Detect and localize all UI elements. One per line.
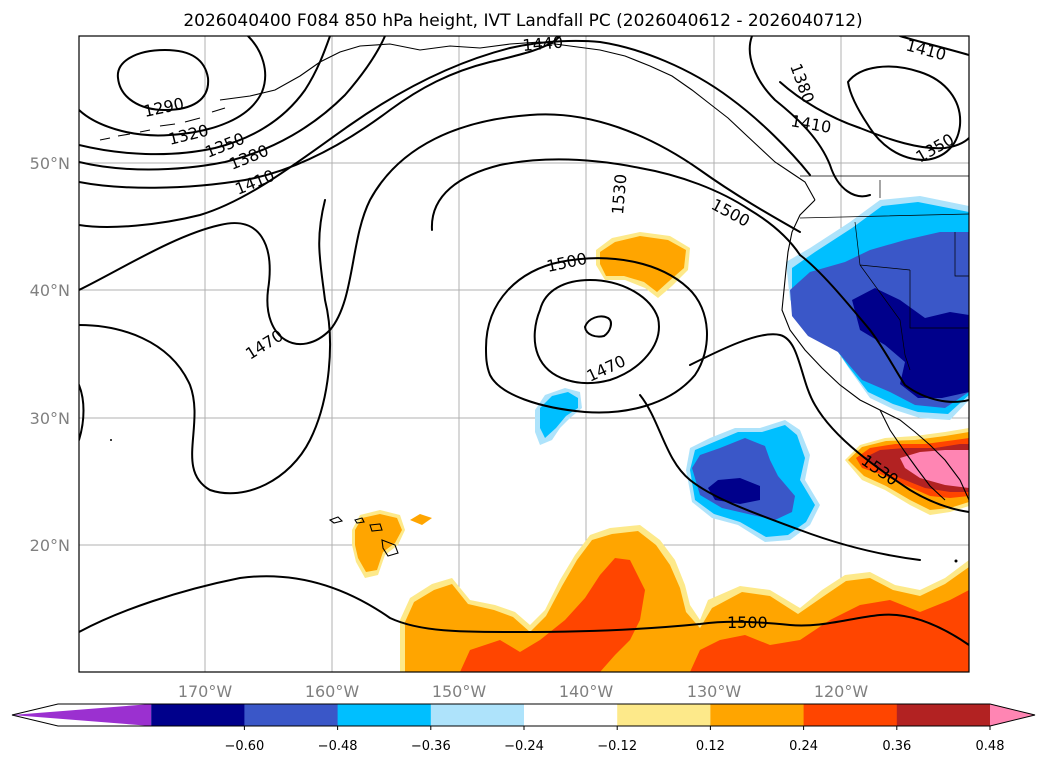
- lon-label-150w: 150°W: [432, 682, 487, 701]
- colorbar-tick-label: 0.36: [882, 739, 911, 754]
- map-frame: [78, 35, 970, 673]
- lon-label-140w: 140°W: [559, 682, 614, 701]
- contour-1530b: [689, 333, 969, 513]
- colorbar-extend-high: [990, 704, 1035, 726]
- colorbar-segment: [617, 704, 711, 726]
- lon-label-120w: 120°W: [814, 682, 869, 701]
- coastlines: [99, 41, 969, 563]
- colorbar-segments: [12, 704, 1035, 726]
- contour-1350b: [847, 65, 962, 161]
- figure-title: 2026040400 F084 850 hPa height, IVT Land…: [183, 11, 862, 31]
- contour-1410c: [779, 81, 969, 150]
- contour-1500b: [485, 257, 708, 414]
- colorbar-ticks: −0.60 −0.48 −0.36 −0.24 −0.12 0.12 0.24 0.36 0.4…: [224, 726, 1005, 754]
- lat-label-30n: 30°N: [30, 409, 70, 428]
- contour-lower-loop: [639, 394, 921, 561]
- ivt-west-coast-navy: [852, 288, 969, 398]
- contour-label-1500c: 1500: [727, 613, 768, 632]
- map-panel: 1290 1320 1350 1380 1410 1440 1410 1380 …: [79, 33, 969, 672]
- contour-low-center: [584, 315, 612, 338]
- contour-1380b: [748, 36, 871, 198]
- ivt-south-band-red-1: [460, 558, 645, 672]
- lat-label-50n: 50°N: [30, 154, 70, 173]
- aleutian-islands: [99, 107, 226, 141]
- colorbar-outline: [11, 703, 1036, 727]
- colorbar-segment: [430, 704, 525, 726]
- contour-1470b: [533, 279, 660, 384]
- contour-1380a: [79, 36, 386, 171]
- colorbar-tick-label: −0.36: [411, 739, 451, 754]
- colorbar-tick-label: 0.24: [789, 739, 818, 754]
- colorbar-tick-label: 0.48: [976, 739, 1005, 754]
- state-borders: [799, 180, 969, 371]
- lon-label-130w: 130°W: [687, 682, 742, 701]
- ivt-negative-shading: [535, 196, 969, 542]
- colorbar-tick-label: 0.12: [696, 739, 725, 754]
- contour-1530a: [430, 158, 801, 256]
- hawaii-islands: [328, 516, 399, 557]
- colorbar-segment: [244, 704, 339, 726]
- ivt-subtropical-navy: [708, 478, 760, 504]
- colorbar: −0.60 −0.48 −0.36 −0.24 −0.12 0.12 0.24 0.36 0.4…: [11, 703, 1036, 754]
- contour-1410b: [899, 36, 969, 56]
- baja-peninsula: [879, 409, 946, 501]
- lon-label-170w: 170°W: [178, 682, 233, 701]
- ivt-hawaii-orange: [355, 514, 402, 572]
- colorbar-tick-label: −0.60: [224, 739, 264, 754]
- latitude-labels: 50°N 40°N 30°N 20°N: [30, 154, 70, 555]
- alaska-coast: [219, 41, 816, 201]
- colorbar-segment: [337, 704, 432, 726]
- contour-label-1440: 1440: [522, 33, 564, 55]
- lat-label-20n: 20°N: [30, 536, 70, 555]
- colorbar-segment: [896, 704, 991, 726]
- contour-label-1530a: 1530: [608, 173, 630, 215]
- longitude-labels: 170°W 160°W 150°W 140°W 130°W 120°W: [178, 682, 869, 701]
- contour-west-edge: [79, 384, 85, 441]
- lat-label-40n: 40°N: [30, 281, 70, 300]
- contour-1500a: [79, 199, 331, 495]
- ivt-baja-pink: [900, 450, 969, 488]
- colorbar-segment: [524, 704, 618, 726]
- contour-cal-coast: [799, 254, 969, 403]
- contour-1320: [79, 36, 267, 137]
- contour-1410a: [79, 36, 561, 189]
- colorbar-segment: [151, 704, 245, 726]
- colorbar-tick-label: −0.48: [318, 739, 358, 754]
- colorbar-extend-low: [12, 704, 152, 726]
- ivt-south-band-red-2: [690, 590, 969, 672]
- contour-1500c: [79, 575, 969, 646]
- ivt-small-cyan-core: [540, 392, 578, 438]
- colorbar-segment: [803, 704, 898, 726]
- contour-1440: [79, 39, 811, 228]
- lon-label-160w: 160°W: [305, 682, 360, 701]
- height-contours: [79, 36, 969, 646]
- colorbar-tick-label: −0.12: [597, 739, 637, 754]
- contour-1290: [116, 49, 210, 111]
- colorbar-segment: [710, 704, 805, 726]
- colorbar-tick-label: −0.24: [504, 739, 544, 754]
- na-west-coast: [781, 199, 969, 501]
- contour-1470a: [79, 113, 801, 346]
- ivt-positive-shading: [352, 232, 969, 672]
- contour-1350a: [79, 36, 331, 156]
- ivt-small-orange-dot: [410, 514, 432, 525]
